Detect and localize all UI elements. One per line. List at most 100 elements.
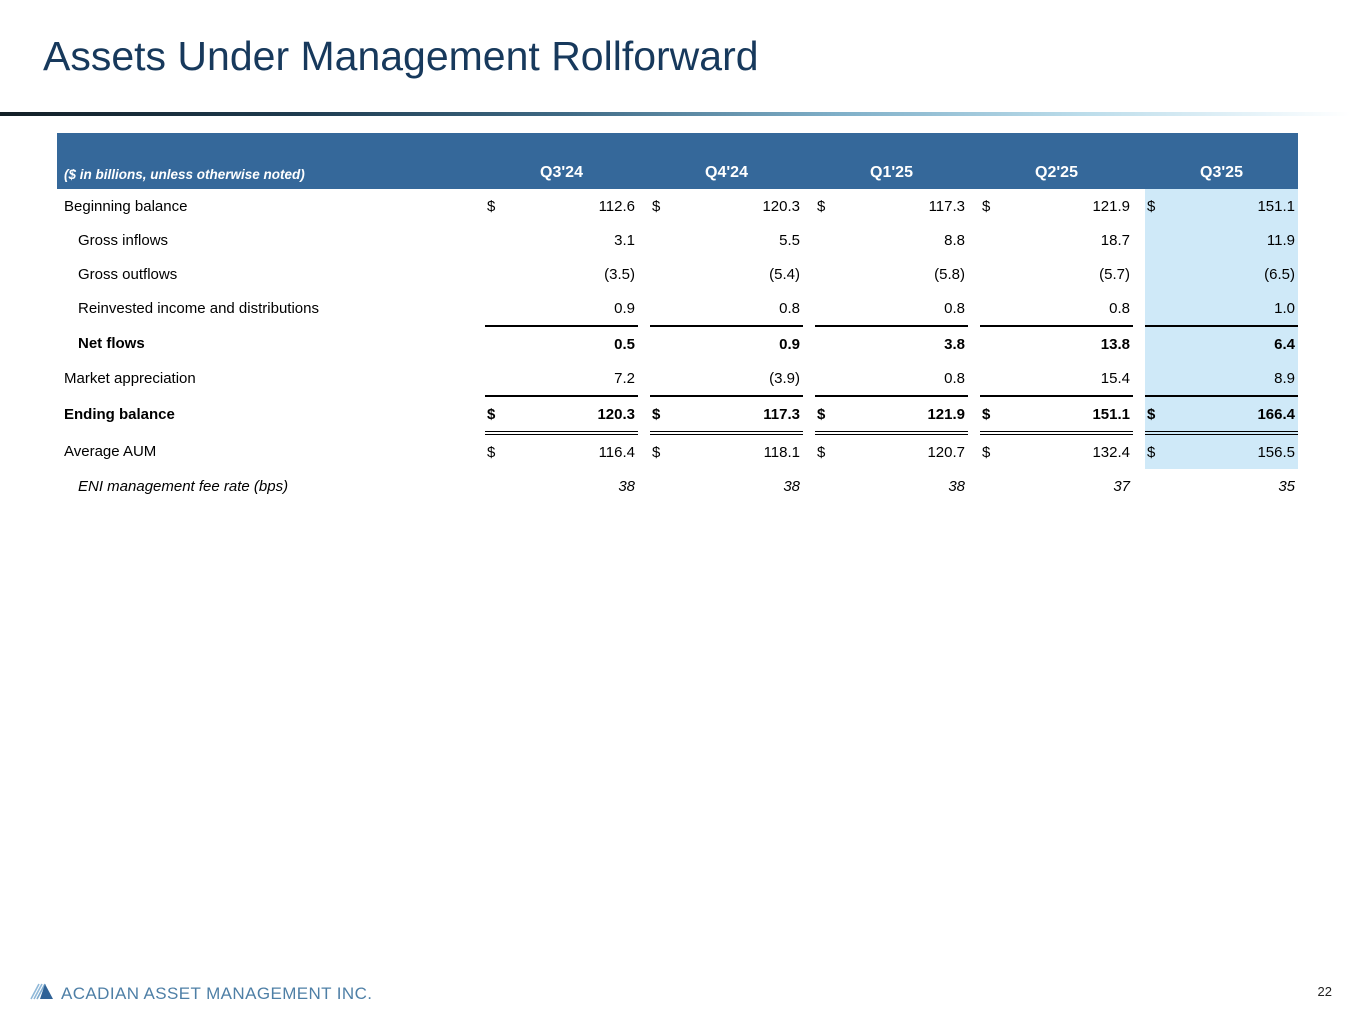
header-spacer [1133,133,1145,189]
currency-cell-empty [980,291,1008,327]
table-cell: 38 [948,477,965,495]
currency-symbol: $ [487,197,496,215]
spacer [1133,433,1145,469]
spacer [803,189,815,223]
table-cell: 37 [1113,477,1130,495]
table-cell: 35 [1278,477,1295,495]
table-cell: 1.0 [1173,291,1298,327]
column-header-q4-24: Q4'24 [650,133,803,189]
table-row-reinvested-income: Reinvested income and distributions 0.9 … [57,291,1298,327]
table-cell: 6.4 [1173,326,1298,361]
table-row-market-appreciation: Market appreciation 7.2 (3.9) 0.8 15.4 8… [57,361,1298,397]
table-row-gross-outflows: Gross outflows (3.5) (5.4) (5.8) (5.7) (… [57,257,1298,291]
currency-symbol: $ [815,396,843,435]
footer-brand: ACADIAN ASSET MANAGEMENT INC. [30,983,372,1005]
table-cell: 7.2 [513,361,638,397]
table-cell: 3.8 [944,335,965,353]
spacer [803,291,815,326]
spacer [968,257,980,291]
table-header-row: ($ in billions, unless otherwise noted) … [57,133,1298,189]
spacer [803,361,815,396]
table-cell: 0.8 [843,361,968,397]
row-label: Average AUM [64,442,157,460]
table-cell: (5.7) [1099,265,1130,283]
table-cell: 38 [783,477,800,495]
spacer [638,257,650,291]
table-cell: 112.6 [598,197,635,215]
table-cell: 0.9 [513,291,638,327]
currency-symbol: $ [1145,396,1173,435]
currency-symbol: $ [982,197,991,215]
table-cell: 0.9 [779,335,800,353]
table-units-note: ($ in billions, unless otherwise noted) [57,133,485,189]
spacer [1133,257,1145,291]
table-cell: (3.5) [604,265,635,283]
spacer [1133,469,1145,503]
currency-symbol: $ [1145,433,1173,469]
table-cell: 118.1 [763,443,800,461]
header-spacer [638,133,650,189]
row-label: Beginning balance [64,197,188,215]
spacer [638,433,650,469]
column-header-q2-25: Q2'25 [980,133,1133,189]
table-cell: (5.4) [769,265,800,283]
table-cell: (5.8) [934,265,965,283]
spacer [803,469,815,503]
currency-cell-empty [650,361,678,397]
table-cell: 11.9 [1173,223,1298,257]
header-spacer [803,133,815,189]
currency-cell-empty [1145,469,1173,503]
currency-cell-empty [980,257,1008,291]
currency-cell-empty [650,257,678,291]
row-label: Ending balance [64,406,175,423]
table-cell: 117.3 [928,197,965,215]
table-cell: 0.8 [1008,291,1133,327]
currency-cell-empty [485,291,513,327]
currency-cell-empty [980,223,1008,257]
table-cell: 0.5 [614,335,635,353]
currency-symbol: $ [650,396,678,435]
spacer [638,396,650,433]
table-cell: 120.7 [927,443,965,461]
currency-symbol: $ [817,443,826,461]
acadian-logo-icon [30,983,54,1005]
row-label: Market appreciation [64,370,196,387]
table-row-ending-balance: Ending balance $ 120.3 $ 117.3 $ 121.9 $… [57,396,1298,435]
table-cell: 5.5 [779,231,800,249]
spacer [638,223,650,257]
table-row-average-aum: Average AUM $ 116.4 $ 118.1 $ 120.7 $ 13… [57,433,1298,469]
row-label: Gross outflows [78,265,178,283]
table-cell: (3.9) [678,361,803,397]
table-cell: 0.8 [843,291,968,327]
spacer [803,326,815,361]
currency-cell-empty [815,257,843,291]
table-cell: 15.4 [1008,361,1133,397]
spacer [638,361,650,396]
table-cell: 121.9 [1092,197,1130,215]
currency-symbol: $ [652,443,661,461]
currency-cell-empty [1145,326,1173,361]
spacer [968,433,980,469]
row-label: Net flows [78,335,145,352]
table-row-eni-fee-rate: ENI management fee rate (bps) 38 38 38 3… [57,469,1298,503]
table-cell: 38 [618,477,635,495]
table-cell: 8.8 [944,231,965,249]
currency-cell-empty [815,291,843,327]
footer-brand-text: ACADIAN ASSET MANAGEMENT INC. [61,984,373,1003]
header-spacer [968,133,980,189]
currency-cell-empty [1145,257,1173,291]
spacer [803,396,815,433]
currency-cell-empty [815,223,843,257]
currency-cell-empty [1145,361,1173,397]
spacer [968,361,980,396]
spacer [1133,291,1145,326]
table-cell: 156.5 [1173,433,1298,469]
currency-cell-empty [485,361,513,397]
column-header-q3-24: Q3'24 [485,133,638,189]
column-header-q1-25: Q1'25 [815,133,968,189]
aum-rollforward-table: ($ in billions, unless otherwise noted) … [57,133,1298,503]
column-header-q3-25: Q3'25 [1145,133,1298,189]
table-cell: 151.1 [1173,189,1298,223]
currency-cell-empty [1145,223,1173,257]
currency-symbol: $ [487,443,496,461]
